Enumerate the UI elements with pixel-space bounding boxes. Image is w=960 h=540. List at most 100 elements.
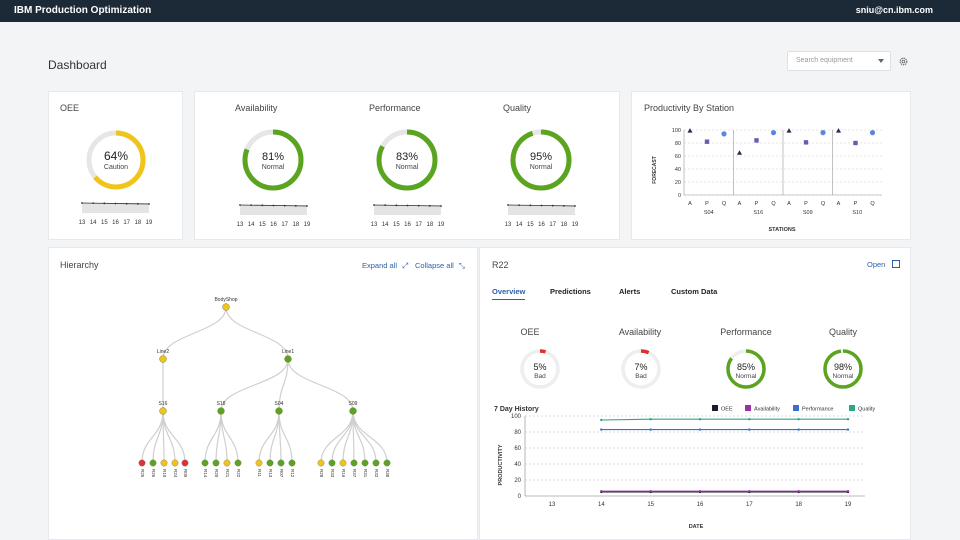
sparkline-point (428, 204, 431, 207)
oee-gauge: 64% Caution (86, 130, 146, 190)
metric-label: P (854, 201, 858, 207)
detail-oee-arc (520, 349, 560, 389)
sparkline-day-label: 18 (134, 220, 141, 226)
tree-node-line-label: Line1 (282, 349, 294, 355)
tree-node-robot (328, 459, 336, 467)
sparkline-day-label: 15 (101, 220, 108, 226)
tree-link (352, 410, 388, 464)
performance-gauge-arc (376, 129, 438, 191)
history-point-availability (748, 490, 751, 493)
detail-performance-arc (726, 349, 766, 389)
gear-icon[interactable] (898, 56, 909, 67)
tree-node-robot-label: R38 (385, 469, 390, 478)
detail-performance-gauge: 85% Normal (726, 349, 766, 389)
history-point-availability (649, 490, 652, 493)
history-point-availability (600, 490, 603, 493)
sparkline-point (440, 205, 442, 207)
productivity-point-performance (704, 139, 710, 144)
history-x-tick: 19 (845, 502, 852, 508)
sparkline-day-label: 13 (505, 222, 512, 228)
sparkline-day-label: 17 (549, 222, 556, 228)
history-x-tick: 15 (647, 502, 654, 508)
collapse-icon: ⤡ (458, 261, 465, 270)
station-label: S16 (753, 210, 763, 216)
tree-node-robot-label: R16 (341, 469, 346, 478)
tree-node-robot-label: R37 (352, 469, 357, 478)
expand-icon: ⤢ (402, 261, 409, 270)
tree-node-station (217, 407, 225, 415)
tree-node-robot-label: R25 (140, 469, 145, 478)
oee-sparkline: 13 14 15 16 17 18 19 (79, 202, 153, 226)
tree-node-robot-label: R26 (151, 469, 156, 478)
productivity-point-availability (786, 128, 792, 133)
user-account[interactable]: sniu@cn.ibm.com (855, 5, 933, 15)
detail-quality-value: 98% (834, 362, 852, 372)
quality-gauge-arc (510, 129, 572, 191)
sparkline-point (373, 204, 375, 206)
collapse-all-button[interactable]: Collapse all ⤡ (415, 261, 465, 271)
performance-title: Performance (369, 103, 421, 113)
tree-node-robot-label: R10 (162, 469, 167, 478)
productivity-point-availability (836, 128, 841, 133)
sparkline-day-label: 15 (527, 222, 534, 228)
history-point-availability (797, 490, 800, 493)
expand-all-button[interactable]: Expand all ⤢ (362, 261, 408, 271)
sparkline-day-label: 19 (572, 222, 579, 228)
tree-node-line (284, 355, 292, 363)
productivity-point-quality (820, 130, 826, 136)
availability-status: Normal (262, 164, 285, 171)
history-chart: 7 Day History PRODUCTIVITY DATE 0 20 40 60 8… (494, 405, 875, 530)
metric-label: Q (870, 201, 875, 207)
history-point-availability (846, 490, 850, 493)
tree-node-robot-label: R13 (268, 469, 273, 478)
availability-gauge-arc (242, 129, 304, 191)
metric-label: A (738, 201, 742, 207)
quality-value: 95% (530, 151, 552, 163)
tree-node-robot-label: R09 (183, 469, 188, 478)
productivity-point-performance (754, 138, 759, 143)
history-point-quality (649, 418, 652, 421)
sparkline-band (508, 205, 575, 215)
detail-availability-value: 7% (634, 362, 647, 372)
tree-node-robot (171, 459, 179, 467)
tab-custom-data[interactable]: Custom Data (671, 287, 718, 296)
tree-node-robot-label: R33 (330, 469, 335, 478)
tree-node-station (275, 407, 283, 415)
sparkline-point (272, 204, 275, 207)
chevron-down-icon (878, 59, 884, 63)
sparkline-day-label: 14 (90, 220, 97, 226)
sparkline-day-label: 18 (560, 222, 567, 228)
tree-node-robot-label: R07 (279, 469, 284, 478)
detail-quality-arc (823, 349, 863, 389)
sparkline-point (114, 202, 117, 205)
history-y-tick: 80 (514, 430, 521, 436)
open-button[interactable]: Open (867, 260, 901, 269)
history-x-tick: 17 (746, 502, 753, 508)
tab-alerts[interactable]: Alerts (619, 287, 641, 296)
search-equipment-select[interactable]: Search equipment (787, 51, 891, 71)
tree-node-robot (361, 459, 369, 467)
sparkline-point (250, 204, 253, 207)
detail-oee-value: 5% (533, 362, 546, 372)
tab-predictions[interactable]: Predictions (550, 287, 591, 296)
tree-link (331, 410, 354, 464)
sparkline-day-label: 16 (404, 222, 411, 228)
productivity-point-quality (869, 130, 876, 136)
oee-value: 64% (104, 149, 128, 163)
metric-label: A (688, 201, 692, 207)
tab-overview[interactable]: Overview (492, 287, 526, 300)
history-point-availability (698, 490, 702, 493)
legend-label-oee: OEE (721, 407, 733, 413)
quality-title: Quality (503, 103, 532, 113)
performance-sparkline: 13 14 15 16 17 18 19 (371, 204, 445, 228)
history-point-performance (600, 428, 603, 431)
sparkline-day-label: 16 (270, 222, 277, 228)
tree-link (220, 358, 289, 412)
history-x-tick: 13 (549, 502, 556, 508)
tree-node-robot (234, 459, 242, 467)
detail-performance-value: 85% (737, 362, 755, 372)
productivity-title: Productivity By Station (644, 103, 735, 113)
detail-oee-gauge: 5% Bad (520, 349, 560, 389)
history-point-performance (698, 428, 702, 431)
productivity-point-availability (737, 150, 742, 155)
